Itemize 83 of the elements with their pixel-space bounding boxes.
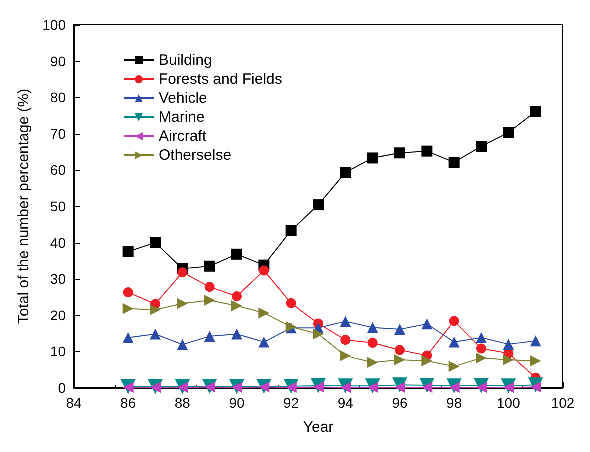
x-tick-label: 98 — [446, 395, 462, 411]
point — [530, 356, 542, 367]
point — [340, 316, 352, 328]
y-tick-label: 20 — [50, 307, 66, 324]
point — [422, 356, 433, 367]
point — [530, 336, 542, 347]
point — [422, 318, 433, 330]
y-tick-label: 90 — [50, 53, 66, 70]
y-tick-label: 70 — [50, 126, 66, 142]
point — [123, 288, 134, 298]
point — [394, 354, 406, 366]
point — [178, 268, 188, 278]
legend-label: Forests and Fields — [159, 71, 282, 88]
y-tick-label: 50 — [50, 198, 66, 214]
x-axis-title: Year — [303, 419, 334, 436]
point — [395, 345, 405, 356]
point — [232, 292, 242, 302]
point — [449, 316, 460, 326]
x-tick-label: 100 — [496, 395, 521, 411]
point — [394, 148, 406, 159]
point — [422, 146, 433, 157]
point — [122, 246, 134, 258]
point — [476, 141, 487, 152]
point — [448, 336, 460, 348]
y-tick-label: 0 — [58, 380, 66, 396]
point — [394, 324, 406, 336]
x-tick-label: 96 — [392, 395, 408, 411]
point — [150, 304, 161, 316]
point — [367, 357, 378, 368]
point — [340, 335, 351, 346]
y-tick-label: 80 — [50, 90, 66, 106]
point — [313, 200, 324, 211]
point — [232, 328, 242, 340]
point — [286, 225, 297, 236]
legend-label: Aircraft — [159, 128, 208, 145]
legend-label: Vehicle — [159, 90, 208, 107]
point — [259, 266, 270, 276]
point — [286, 298, 296, 308]
point — [122, 332, 134, 344]
point — [503, 338, 514, 350]
x-tick-label: 88 — [174, 395, 191, 411]
x-tick-label: 94 — [338, 395, 354, 411]
legend-label: Marine — [159, 109, 205, 126]
point — [503, 127, 514, 138]
y-tick-label: 30 — [50, 271, 66, 288]
y-tick-label: 100 — [42, 17, 66, 33]
point — [204, 282, 215, 292]
x-tick-label: 102 — [551, 395, 575, 411]
point — [476, 332, 487, 344]
point — [204, 295, 216, 306]
y-axis-title: Total of the number percentage (%) — [16, 88, 33, 324]
point — [150, 328, 161, 340]
x-tick-label: 86 — [120, 395, 136, 411]
point — [313, 328, 324, 340]
x-tick-label: 90 — [229, 395, 245, 411]
point — [177, 339, 188, 350]
point — [530, 106, 542, 118]
point — [258, 336, 270, 348]
point — [177, 298, 188, 310]
point — [476, 344, 486, 354]
point — [367, 322, 378, 334]
point — [150, 237, 161, 248]
y-tick-label: 40 — [50, 234, 66, 251]
point — [368, 338, 378, 348]
point — [258, 308, 270, 319]
point — [503, 354, 514, 366]
point — [367, 152, 378, 164]
point — [448, 361, 460, 372]
point — [204, 260, 216, 272]
point — [340, 350, 352, 362]
legend-label: Building — [159, 52, 212, 69]
legend-label: Otherselse — [159, 147, 232, 164]
point — [340, 167, 352, 178]
point — [232, 248, 242, 260]
point — [204, 330, 216, 342]
y-tick-label: 60 — [50, 162, 66, 178]
y-tick-label: 10 — [50, 344, 66, 360]
point — [122, 303, 134, 314]
point — [476, 352, 487, 364]
point — [448, 157, 460, 168]
point — [232, 300, 242, 312]
x-tick-label: 84 — [66, 395, 82, 411]
x-tick-label: 92 — [284, 395, 300, 411]
